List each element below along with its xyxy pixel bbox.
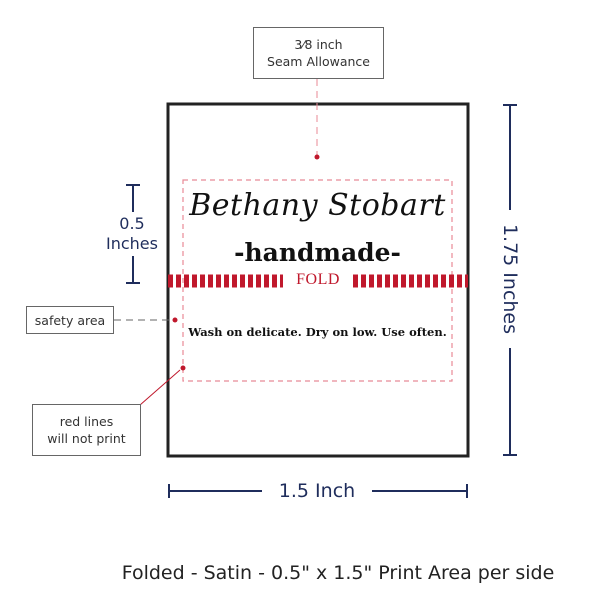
red-lines-leader — [139, 369, 181, 406]
footer-caption: Folded - Satin - 0.5" x 1.5" Print Area … — [121, 562, 555, 584]
width-dimension-line — [168, 484, 468, 498]
label-tagline: -handmade- — [234, 238, 401, 267]
safety-dot — [172, 317, 178, 323]
seam-dot — [314, 154, 320, 160]
height-dimension-line — [503, 104, 517, 456]
fold-text: FOLD — [296, 271, 340, 288]
fold-height-bracket — [126, 184, 140, 284]
fold-height-unit: Inches — [106, 234, 158, 253]
safety-callout-text: safety area — [34, 312, 106, 328]
height-label: 1.75 Inches — [499, 223, 521, 335]
seam-callout-line1: 3⁄8 inch — [294, 37, 343, 52]
width-label: 1.5 Inch — [278, 480, 356, 502]
safety-area-callout: safety area — [26, 306, 114, 334]
care-instructions: Wash on delicate. Dry on low. Use often. — [188, 325, 447, 339]
seam-callout-line2: Seam Allowance — [267, 54, 370, 69]
label-name: Bethany Stobart — [189, 188, 446, 223]
red-lines-callout: red lines will not print — [32, 404, 141, 456]
fold-height-label: 0.5 Inches — [96, 214, 168, 254]
red-lines-dot — [180, 365, 186, 371]
red-lines-callout-line2: will not print — [47, 431, 126, 446]
seam-allowance-callout: 3⁄8 inch Seam Allowance — [253, 27, 384, 79]
red-lines-callout-line1: red lines — [59, 414, 114, 429]
fold-height-value: 0.5 — [119, 214, 145, 233]
